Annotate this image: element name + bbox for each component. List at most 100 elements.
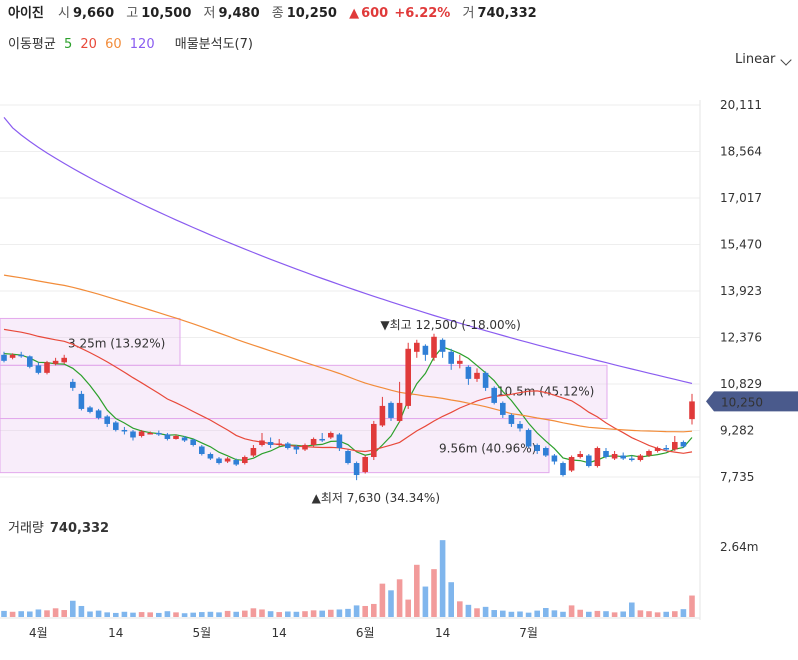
volume-bar — [371, 603, 377, 617]
volume-bar — [525, 612, 532, 617]
volume-bar — [164, 611, 171, 617]
candle-body — [78, 393, 85, 409]
volume-bar — [345, 608, 351, 617]
volume-bar — [207, 611, 214, 617]
volume-bar — [147, 612, 153, 617]
volume-bar — [517, 611, 523, 617]
low-value: 9,480 — [218, 6, 260, 21]
candle-body — [181, 437, 188, 441]
ma60-line — [3, 274, 693, 433]
volume-profile-label[interactable]: 매물분석도(7) — [174, 37, 253, 52]
volume-bar — [646, 611, 652, 617]
volume-bar — [465, 604, 472, 617]
x-tick-label: 4월 — [29, 626, 48, 640]
candle-body — [310, 438, 317, 445]
volume-bar — [233, 611, 239, 617]
candle-body — [568, 457, 575, 471]
candle-body — [543, 447, 549, 456]
ma60-period: 60 — [105, 37, 122, 52]
volume-bar — [457, 601, 463, 617]
volume-bar — [431, 569, 437, 617]
x-tick-label: 6월 — [356, 626, 375, 640]
candle-body — [345, 450, 351, 464]
candle-body — [216, 458, 222, 464]
candle-body — [396, 402, 403, 421]
candle-body — [207, 454, 214, 459]
price-tag-shape — [706, 391, 798, 412]
candle-body — [336, 434, 343, 448]
volume-panel-value: 740,332 — [49, 521, 110, 536]
volume-bar — [276, 612, 282, 617]
volume-bar — [27, 611, 33, 617]
candle-body — [362, 457, 368, 473]
volume-bar — [104, 612, 110, 617]
volume-bar — [156, 612, 162, 617]
candle-body — [147, 432, 153, 435]
volume-bar — [362, 605, 368, 617]
volume-bar — [577, 609, 583, 617]
volume-bar — [121, 611, 128, 617]
volume-bar — [663, 611, 669, 617]
candle-body — [586, 455, 592, 467]
candle-body — [500, 402, 506, 415]
ma5-period: 5 — [63, 37, 73, 52]
x-axis: 4월 14 5월 14 6월 14 7월 — [0, 617, 700, 640]
candle-body — [113, 422, 119, 430]
volume-bar — [190, 612, 196, 617]
candle-body — [233, 460, 239, 465]
volume-bar — [534, 610, 540, 617]
volume-bar — [439, 540, 446, 617]
scale-selector[interactable]: Linear — [735, 52, 776, 67]
y-tick-label: 7,735 — [720, 470, 754, 484]
volume-bar — [95, 610, 102, 617]
volume-bar — [293, 611, 300, 617]
volume-bar — [1, 610, 7, 617]
volume-zone — [0, 418, 550, 474]
candle-body — [388, 402, 394, 418]
candle-body — [577, 454, 583, 458]
volume-bar — [379, 583, 386, 617]
candle-body — [61, 357, 67, 363]
candle-body — [491, 387, 497, 403]
volume-bar — [654, 612, 661, 617]
y-tick-label: 12,376 — [720, 331, 762, 345]
y-tick-label: 9,282 — [720, 424, 754, 438]
candle-body — [689, 401, 695, 420]
volume-bar — [448, 582, 454, 617]
moving-average-label[interactable]: 이동평균 — [8, 37, 56, 52]
grid-lines — [0, 100, 701, 620]
candle-body — [35, 365, 42, 373]
candle-body — [95, 410, 102, 418]
candle-body — [267, 441, 274, 445]
volume-bar — [629, 602, 635, 617]
volume-bar — [250, 608, 257, 617]
x-tick-label: 14 — [272, 626, 287, 640]
volume-bar — [70, 600, 76, 617]
moving-average-lines — [3, 117, 693, 464]
volume-bar — [543, 608, 549, 617]
candle-body — [517, 423, 523, 429]
volume-bar — [396, 579, 403, 617]
ma20-line — [3, 328, 693, 454]
y-tick-label: 17,017 — [720, 191, 762, 205]
candle-body — [594, 447, 601, 467]
candle-body — [680, 441, 687, 447]
x-tick-label: 14 — [108, 626, 123, 640]
price-header: 아이진 시 9,660 고 10,500 저 9,480 종 10,250 ▲ 600 +… — [8, 2, 545, 22]
candle-body — [138, 431, 145, 436]
volume-bar — [353, 605, 360, 617]
candle-body — [663, 447, 669, 450]
volume-bar — [181, 613, 188, 617]
high-annotation: ▼최고 12,500 (-18.00%) — [380, 318, 520, 332]
current-price-tag: 10,250 — [706, 391, 798, 412]
ma120-period: 120 — [129, 37, 155, 52]
volume-bar — [603, 611, 609, 617]
volume-bar — [216, 612, 222, 617]
volume-bar — [130, 612, 136, 617]
volume-bar — [267, 611, 274, 617]
candle-body — [87, 407, 93, 412]
y-axis: 20,111 18,564 17,017 15,470 13,923 12,376 10,8… — [720, 98, 762, 554]
volume-bar — [637, 610, 644, 617]
candle-body — [672, 441, 678, 450]
